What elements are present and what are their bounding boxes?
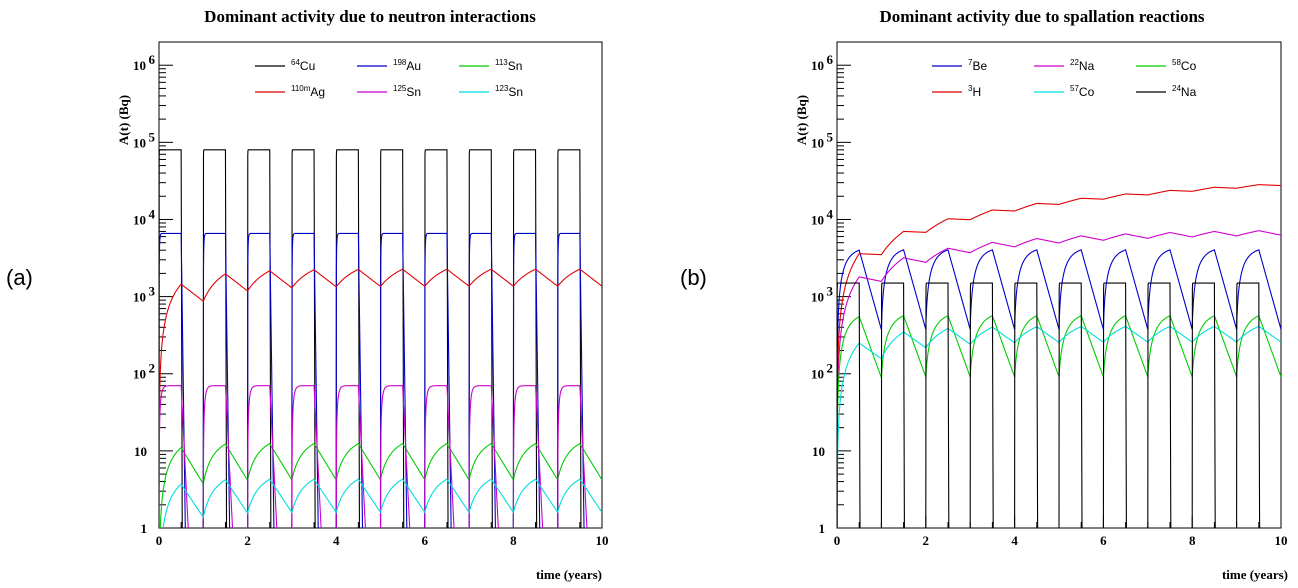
legend-entry: 123Sn bbox=[495, 84, 523, 99]
x-tick-label: 8 bbox=[1189, 533, 1196, 548]
x-tick-label: 10 bbox=[596, 533, 609, 548]
y-tick-label: 10 bbox=[133, 135, 146, 150]
y-axis-label: A(t) (Bq) bbox=[116, 95, 131, 145]
y-tick-label: 10 bbox=[133, 367, 146, 382]
x-tick-label: 6 bbox=[422, 533, 429, 548]
series-line-110m-ag bbox=[159, 268, 602, 528]
y-tick-label: 10 bbox=[811, 367, 824, 382]
x-tick-label: 0 bbox=[156, 533, 163, 548]
y-tick-exponent: 6 bbox=[149, 52, 156, 67]
y-tick-exponent: 2 bbox=[149, 361, 156, 376]
x-tick-label: 2 bbox=[923, 533, 930, 548]
x-tick-label: 8 bbox=[510, 533, 517, 548]
panel-label: (a) bbox=[6, 265, 33, 290]
series-line-125-sn bbox=[159, 385, 588, 528]
legend-entry: 110mAg bbox=[291, 84, 325, 99]
chart-title: Dominant activity due to neutron interac… bbox=[204, 7, 536, 26]
legend-entry: 198Au bbox=[393, 58, 421, 73]
y-tick-label: 10 bbox=[811, 58, 824, 73]
y-tick-exponent: 4 bbox=[827, 206, 834, 221]
y-tick-label: 10 bbox=[133, 212, 146, 227]
series-line-22-na bbox=[837, 230, 1281, 528]
series-line-123-sn bbox=[162, 478, 602, 528]
y-tick-label: 10 bbox=[134, 444, 147, 459]
chart-title: Dominant activity due to spallation reac… bbox=[879, 7, 1204, 26]
x-tick-label: 10 bbox=[1275, 533, 1288, 548]
series-line-198-au bbox=[159, 232, 585, 528]
legend: 7Be 22Na 58Co 3H 57Co 24Na bbox=[932, 58, 1197, 99]
x-tick-label: 2 bbox=[244, 533, 251, 548]
y-tick-exponent: 6 bbox=[827, 52, 834, 67]
series-line-64-cu bbox=[159, 149, 582, 528]
x-axis: 0 2 4 6 8 10 bbox=[156, 516, 609, 548]
y-tick-label: 10 bbox=[811, 212, 824, 227]
x-axis-label: time (years) bbox=[1222, 567, 1288, 582]
y-tick-label: 10 bbox=[811, 135, 824, 150]
y-tick-label: 1 bbox=[819, 521, 826, 536]
series-group bbox=[837, 184, 1281, 528]
legend-entry: 58Co bbox=[1172, 58, 1197, 73]
legend-entry: 57Co bbox=[1070, 84, 1095, 99]
y-tick-label: 1 bbox=[141, 521, 148, 536]
y-tick-label: 10 bbox=[811, 290, 824, 305]
y-tick-label: 10 bbox=[812, 444, 825, 459]
y-tick-exponent: 2 bbox=[827, 361, 834, 376]
y-tick-label: 10 bbox=[133, 58, 146, 73]
legend-entry: 22Na bbox=[1070, 58, 1095, 73]
y-tick-exponent: 5 bbox=[149, 129, 156, 144]
legend-entry: 125Sn bbox=[393, 84, 421, 99]
x-axis-label: time (years) bbox=[536, 567, 602, 582]
legend-entry: 7Be bbox=[968, 58, 987, 73]
chart-panel-b: (b) Dominant activity due to spallation r… bbox=[680, 7, 1288, 582]
x-tick-label: 4 bbox=[333, 533, 340, 548]
y-tick-exponent: 5 bbox=[827, 129, 834, 144]
y-tick-label: 10 bbox=[133, 290, 146, 305]
legend: 64Cu 198Au 113Sn 110mAg 125Sn 123Sn bbox=[255, 58, 523, 99]
y-tick-exponent: 3 bbox=[827, 284, 834, 299]
x-axis: 0 2 4 6 8 10 bbox=[834, 516, 1288, 548]
y-tick-exponent: 3 bbox=[149, 284, 156, 299]
x-tick-label: 0 bbox=[834, 533, 841, 548]
legend-entry: 24Na bbox=[1172, 84, 1197, 99]
legend-entry: 64Cu bbox=[291, 58, 315, 73]
legend-entry: 113Sn bbox=[495, 58, 522, 73]
series-line-3-h bbox=[837, 184, 1281, 528]
y-axis-label: A(t) (Bq) bbox=[794, 95, 809, 145]
x-tick-label: 6 bbox=[1100, 533, 1107, 548]
series-line-24-na bbox=[837, 282, 1261, 528]
legend-entry: 3H bbox=[968, 84, 981, 99]
series-group bbox=[159, 149, 602, 528]
panel-label: (b) bbox=[680, 265, 707, 290]
chart-panel-a: (a) Dominant activity due to neutron inte… bbox=[6, 7, 609, 582]
y-tick-exponent: 4 bbox=[149, 206, 156, 221]
x-tick-label: 4 bbox=[1011, 533, 1018, 548]
